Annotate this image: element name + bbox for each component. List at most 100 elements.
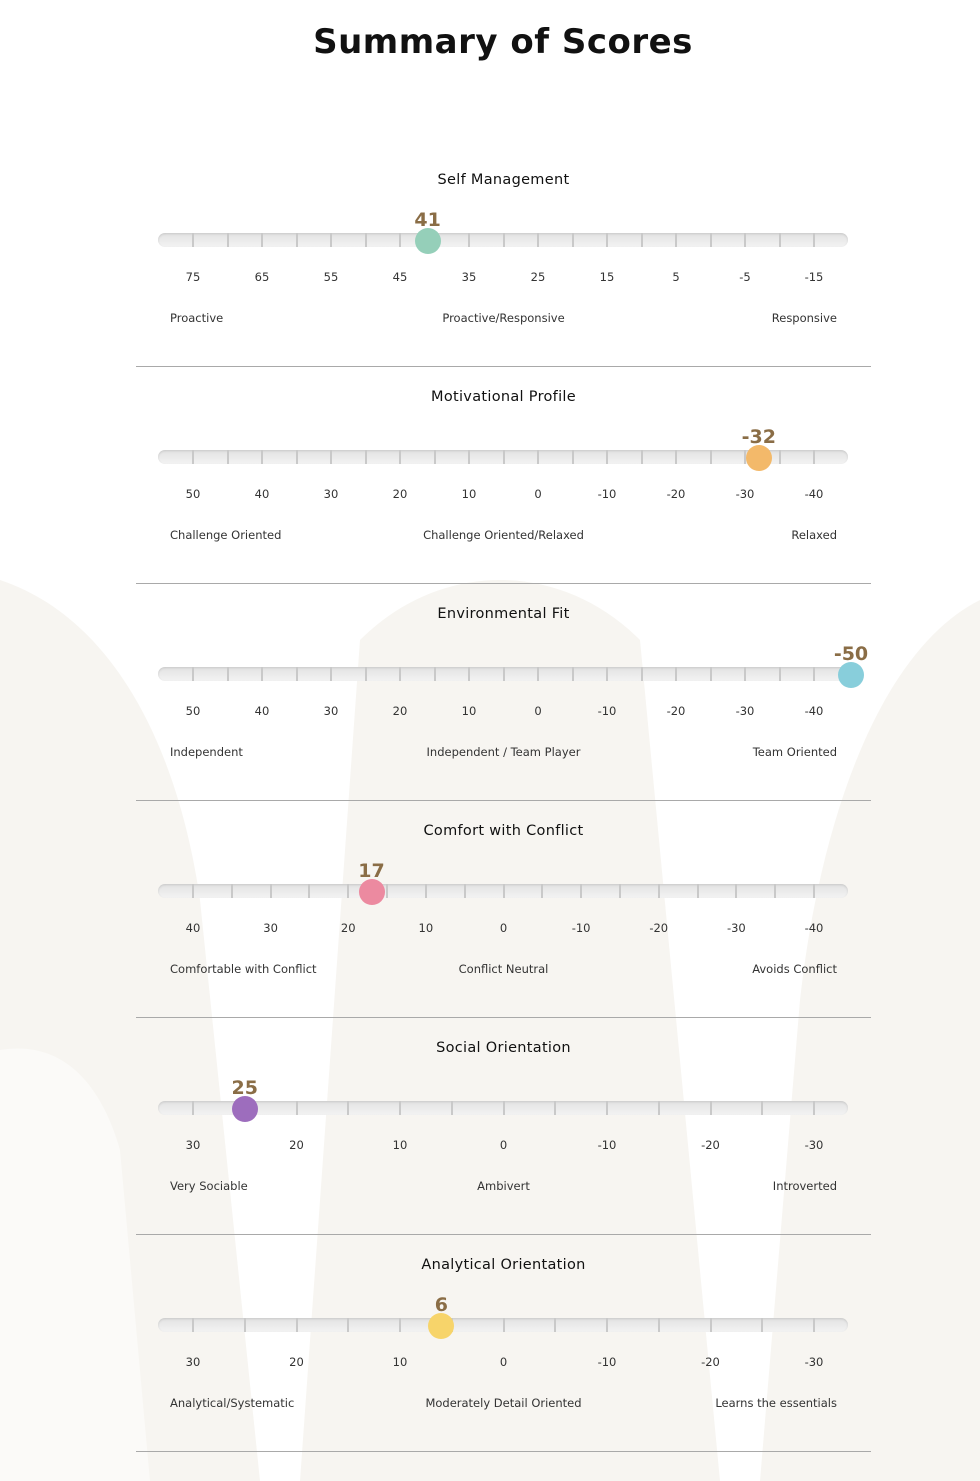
tick-label: 25	[530, 270, 546, 284]
track-tick	[761, 1101, 764, 1115]
tick-label: -10	[597, 704, 617, 718]
track-tick	[606, 450, 608, 464]
track-tick	[330, 233, 332, 247]
track-tick	[364, 450, 367, 464]
tick-label: 10	[461, 704, 477, 718]
tick-label: 10	[392, 1138, 408, 1152]
score-marker	[231, 1096, 258, 1122]
slider-track	[158, 667, 848, 681]
track-tick	[468, 667, 470, 681]
tick-label: -40	[804, 487, 824, 501]
track-tick	[709, 667, 712, 681]
track-tick	[243, 1318, 246, 1332]
pole-label-right: Learns the essentials	[715, 1396, 837, 1410]
track-tick	[347, 1318, 350, 1332]
track-tick	[261, 233, 263, 247]
section-title: Self Management	[437, 172, 570, 188]
tick-label: 40	[254, 487, 270, 501]
tick-label: 30	[323, 704, 339, 718]
track-tick	[295, 1101, 298, 1115]
track-tick	[657, 1101, 660, 1115]
tick-label: -40	[804, 704, 824, 718]
tick-label: 40	[185, 921, 201, 935]
tick-label: 35	[461, 270, 477, 284]
section-title: Comfort with Conflict	[423, 823, 584, 839]
track-tick	[502, 1101, 505, 1115]
track-tick	[675, 450, 677, 464]
tick-label: 5	[672, 270, 680, 284]
track-tick	[192, 884, 194, 898]
track-tick	[502, 667, 505, 681]
tick-label: 10	[461, 487, 477, 501]
track-tick	[813, 884, 815, 898]
track-tick	[744, 233, 746, 247]
track-tick	[192, 233, 194, 247]
track-tick	[640, 450, 643, 464]
track-tick	[735, 884, 738, 898]
track-tick	[463, 884, 466, 898]
score-section: Analytical Orientation 30 20 10 0 -10 -20 -30 6 A…	[136, 1235, 871, 1452]
tick-label: 0	[499, 1355, 508, 1369]
tick-label: -20	[701, 1138, 720, 1152]
tick-label: -10	[597, 487, 617, 501]
score-section: Motivational Profile 50 40 30 20 10 0 -10 -20 -30…	[136, 367, 871, 584]
track-tick	[433, 450, 436, 464]
tick-label: 10	[392, 1355, 408, 1369]
track-tick	[537, 233, 539, 247]
track-tick	[386, 884, 389, 898]
tick-label: 45	[392, 270, 408, 284]
track-tick	[606, 1101, 608, 1115]
track-tick	[761, 1318, 764, 1332]
tick-label: 30	[263, 921, 278, 935]
tick-label: -15	[804, 270, 824, 284]
track-tick	[778, 233, 781, 247]
track-tick	[295, 233, 298, 247]
track-tick	[537, 450, 539, 464]
score-marker	[414, 228, 441, 254]
track-tick	[226, 667, 229, 681]
track-tick	[502, 233, 505, 247]
track-tick	[399, 450, 401, 464]
track-tick	[502, 1318, 505, 1332]
tick-label: -20	[666, 487, 686, 501]
tick-label: -40	[804, 921, 824, 935]
pole-label-right: Responsive	[771, 311, 837, 325]
score-marker	[358, 879, 385, 905]
score-section: Social Orientation 30 20 10 0 -10 -20 -30 25 Very…	[136, 1018, 871, 1235]
track-tick	[554, 1101, 557, 1115]
track-tick	[778, 450, 781, 464]
tick-label: -5	[739, 270, 751, 284]
track-tick	[640, 233, 643, 247]
track-tick	[308, 884, 311, 898]
track-tick	[364, 667, 367, 681]
track-tick	[230, 884, 233, 898]
track-tick	[709, 1101, 712, 1115]
tick-label: -30	[804, 1138, 824, 1152]
track-tick	[192, 1101, 194, 1115]
slider-track	[158, 450, 848, 464]
track-tick	[696, 884, 699, 898]
track-tick	[580, 884, 583, 898]
track-tick	[778, 667, 781, 681]
track-tick	[709, 450, 712, 464]
section-title: Environmental Fit	[437, 606, 570, 622]
track-tick	[813, 1101, 815, 1115]
track-tick	[606, 233, 608, 247]
section-title: Motivational Profile	[431, 389, 576, 405]
score-section: Environmental Fit 50 40 30 20 10 0 -10 -20 -30 -40…	[136, 584, 871, 801]
tick-label: -30	[726, 921, 746, 935]
track-tick	[709, 1318, 712, 1332]
tick-label: 0	[534, 704, 542, 718]
track-tick	[192, 1318, 194, 1332]
track-tick	[571, 233, 574, 247]
track-tick	[347, 884, 350, 898]
tick-label: 20	[392, 704, 408, 718]
track-tick	[571, 450, 574, 464]
pole-label-left: Challenge Oriented	[170, 528, 282, 542]
track-tick	[399, 233, 401, 247]
track-tick	[571, 667, 574, 681]
track-tick	[554, 1318, 557, 1332]
track-tick	[330, 450, 332, 464]
tick-label: 0	[499, 921, 508, 935]
track-tick	[226, 233, 229, 247]
